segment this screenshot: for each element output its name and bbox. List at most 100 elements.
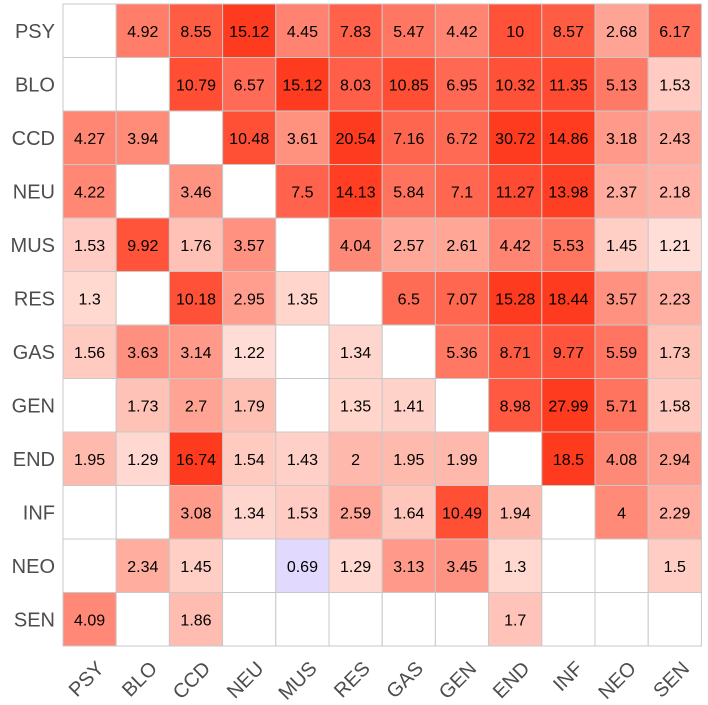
heatmap-cell-inf-end: [488, 485, 543, 540]
cell-value-label: 8.03: [340, 77, 371, 94]
heatmap-cell-gen-neo: [594, 378, 649, 433]
col-label-neo: NEO: [595, 658, 641, 704]
heatmap-cell-inf-inf: [541, 485, 596, 540]
heatmap-cell-ccd-blo: [115, 110, 170, 165]
cell-value-label: 2.7: [185, 398, 207, 415]
heatmap-cell-gas-blo: [115, 324, 170, 379]
heatmap-cell-res-neo: [594, 271, 649, 326]
cell-value-label: 11.27: [496, 184, 535, 201]
cell-value-label: 7.83: [340, 24, 371, 41]
heatmap-cell-res-ccd: [168, 271, 224, 326]
heatmap-cell-sen-gas: [381, 592, 436, 647]
cell-value-label: 1.56: [74, 345, 105, 362]
heatmap-cell-inf-ccd: [168, 485, 224, 540]
heatmap-cell-mus-gen: [434, 217, 490, 272]
cell-value-label: 11.35: [549, 77, 588, 94]
heatmap-cell-blo-blo: [115, 57, 170, 112]
heatmap-cell-psy-inf: [541, 3, 596, 58]
heatmap-cell-res-blo: [115, 271, 170, 326]
cell-value-label: 14.13: [336, 184, 376, 201]
cell-value-label: 1.76: [180, 238, 211, 255]
cell-value-label: 5.84: [393, 184, 424, 201]
heatmap-cell-sen-gen: [434, 592, 490, 647]
col-label-neu: NEU: [223, 658, 268, 703]
heatmap-cell-mus-blo: [115, 217, 170, 272]
row-label-psy: PSY: [15, 21, 55, 43]
heatmap-cell-psy-blo: [115, 3, 170, 58]
heatmap-cell-inf-mus: [275, 485, 330, 540]
cell-value-label: 1.45: [606, 238, 637, 255]
heatmap-cell-neo-neu: [222, 538, 277, 593]
cell-value-label: 13.98: [548, 184, 588, 201]
cell-value-label: 9.77: [553, 345, 584, 362]
cell-value-label: 4.08: [606, 452, 637, 469]
cell-value-label: 1.3: [78, 291, 100, 308]
cell-value-label: 4.45: [287, 24, 318, 41]
heatmap-cell-mus-neo: [594, 217, 649, 272]
heatmap-cell-gas-sen: [647, 324, 702, 379]
heatmap-cell-neo-inf: [541, 538, 596, 593]
heatmap-cell-gas-gas: [381, 324, 436, 379]
heatmap-cell-mus-psy: [62, 217, 117, 272]
row-label-inf: INF: [23, 502, 55, 524]
heatmap-cell-neu-neu: [222, 164, 277, 219]
cell-value-label: 2.61: [446, 238, 477, 255]
cell-value-label: 1.3: [504, 559, 526, 576]
col-label-psy: PSY: [65, 658, 109, 702]
heatmap-cell-blo-mus: [275, 57, 330, 112]
cell-value-label: 8.55: [180, 24, 211, 41]
cell-value-label: 1.34: [234, 505, 265, 522]
heatmap-cell-sen-neo: [594, 592, 649, 647]
cell-value-label: 1.53: [74, 238, 105, 255]
heatmap-cell-res-psy: [62, 271, 117, 326]
cell-value-label: 3.94: [127, 131, 158, 148]
heatmap-cell-ccd-neo: [594, 110, 649, 165]
cell-value-label: 3.57: [234, 238, 265, 255]
cell-value-label: 5.53: [553, 238, 584, 255]
heatmap-cell-sen-blo: [115, 592, 170, 647]
col-label-gas: GAS: [383, 658, 428, 703]
cell-value-label: 1.43: [287, 452, 318, 469]
cell-value-label: 6.57: [234, 77, 265, 94]
heatmap-cell-blo-inf: [541, 57, 596, 112]
cell-value-label: 2.95: [234, 291, 265, 308]
cell-value-label: 3.63: [127, 345, 158, 362]
heatmap-cell-sen-inf: [541, 592, 596, 647]
heatmap-cell-neu-mus: [275, 164, 330, 219]
heatmap-cell-gas-neu: [222, 324, 277, 379]
col-label-ccd: CCD: [169, 658, 215, 704]
cell-value-label: 3.13: [393, 559, 424, 576]
cell-value-label: 30.72: [495, 131, 535, 148]
heatmap-cell-inf-neo: [594, 485, 649, 540]
cell-value-label: 4.04: [340, 238, 371, 255]
cell-value-label: 15.12: [282, 77, 322, 94]
heatmap-cell-mus-res: [328, 217, 383, 272]
heatmap-cell-mus-ccd: [168, 217, 224, 272]
heatmap-cell-end-end: [488, 431, 543, 486]
heatmap-cell-sen-ccd: [168, 592, 224, 647]
heatmap-cell-mus-end: [488, 217, 543, 272]
cell-value-label: 1.95: [393, 452, 424, 469]
cell-value-label: 8.57: [553, 24, 584, 41]
cell-value-label: 1.29: [127, 452, 158, 469]
col-label-mus: MUS: [275, 658, 322, 705]
heatmap-cell-gen-neu: [222, 378, 277, 433]
heatmap-cell-end-mus: [275, 431, 330, 486]
cell-value-label: 8.71: [500, 345, 531, 362]
cell-value-label: 4.92: [127, 24, 158, 41]
row-label-ccd: CCD: [12, 128, 55, 150]
col-label-blo: BLO: [118, 658, 162, 702]
cell-value-label: 7.1: [451, 184, 473, 201]
cell-value-label: 1.95: [74, 452, 105, 469]
heatmap-cell-neo-gas: [381, 538, 436, 593]
cell-value-label: 6.95: [446, 77, 477, 94]
cell-value-label: 1.73: [659, 345, 690, 362]
heatmap-cell-neu-end: [488, 164, 543, 219]
cell-value-label: 15.12: [229, 24, 269, 41]
heatmap-cell-neu-blo: [115, 164, 170, 219]
heatmap-cell-sen-neu: [222, 592, 277, 647]
cell-value-label: 14.86: [548, 131, 588, 148]
cell-value-label: 2.37: [606, 184, 637, 201]
cell-value-label: 3.45: [446, 559, 477, 576]
